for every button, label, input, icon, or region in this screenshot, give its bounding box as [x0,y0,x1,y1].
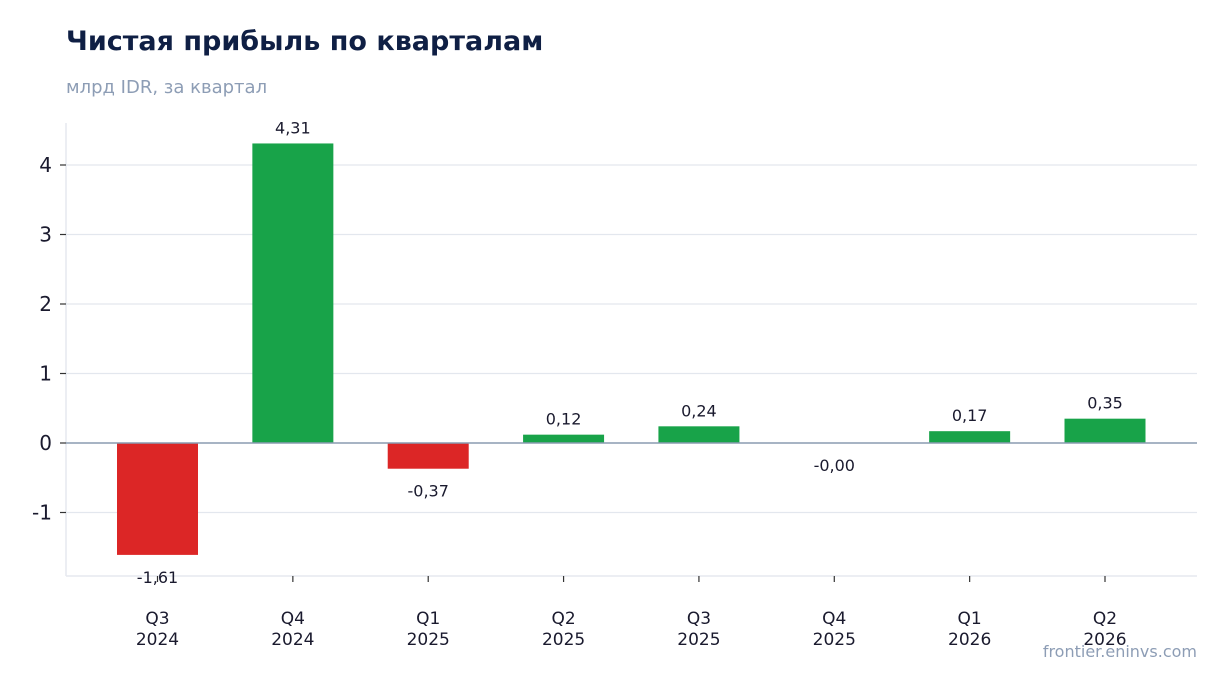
x-tick-label-quarter: Q2 [551,609,575,629]
bar [523,434,605,443]
y-tick-label: 1 [39,362,52,386]
chart-subtitle: млрд IDR, за квартал [66,77,268,98]
x-tick-label-year: 2024 [136,630,179,650]
bar [929,431,1011,443]
x-tick-label-year: 2026 [1083,630,1126,650]
data-label: 0,12 [546,410,582,429]
bar [252,143,334,443]
x-tick-label-year: 2025 [677,630,720,650]
x-tick-label-year: 2024 [271,630,314,650]
data-label: 4,31 [275,118,311,137]
x-tick-label-year: 2025 [813,630,856,650]
bar [117,443,198,555]
bar [387,443,469,469]
data-label: 0,35 [1087,394,1123,413]
bar [658,426,740,443]
x-tick-label-year: 2025 [407,630,450,650]
x-tick-label-year: 2025 [542,630,585,650]
chart-title: Чистая прибыль по кварталам [66,26,544,57]
data-label: -0,00 [814,456,855,475]
x-tick-label-quarter: Q3 [687,609,711,629]
x-tick-label-quarter: Q3 [145,609,169,629]
x-tick-label-quarter: Q1 [958,609,982,629]
data-label: 0,24 [681,401,717,420]
x-tick-label-year: 2026 [948,630,991,650]
y-tick-label: 2 [39,292,52,316]
x-tick-label-quarter: Q1 [416,609,440,629]
data-label: 0,17 [952,406,988,425]
x-tick-label-quarter: Q4 [822,609,846,629]
y-tick-label: -1 [32,501,52,525]
y-tick-label: 3 [39,223,52,247]
x-tick-label-quarter: Q4 [281,609,305,629]
bar [1064,418,1146,443]
watermark: frontier.eninvs.com [1042,642,1197,661]
x-tick-label-quarter: Q2 [1093,609,1117,629]
y-tick-label: 0 [39,431,52,455]
y-tick-label: 4 [39,153,52,177]
data-label: -0,37 [408,482,449,501]
